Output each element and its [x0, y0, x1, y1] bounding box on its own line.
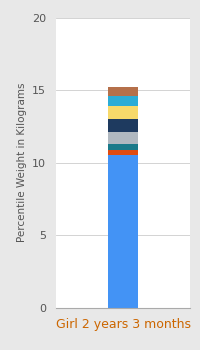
- Bar: [108, 106, 138, 119]
- Bar: [108, 119, 138, 132]
- Bar: [108, 150, 138, 155]
- Bar: [108, 132, 138, 144]
- Bar: [108, 87, 138, 96]
- Y-axis label: Percentile Weight in Kilograms: Percentile Weight in Kilograms: [17, 83, 27, 243]
- Bar: [108, 96, 138, 106]
- Bar: [108, 144, 138, 150]
- Bar: [108, 155, 138, 308]
